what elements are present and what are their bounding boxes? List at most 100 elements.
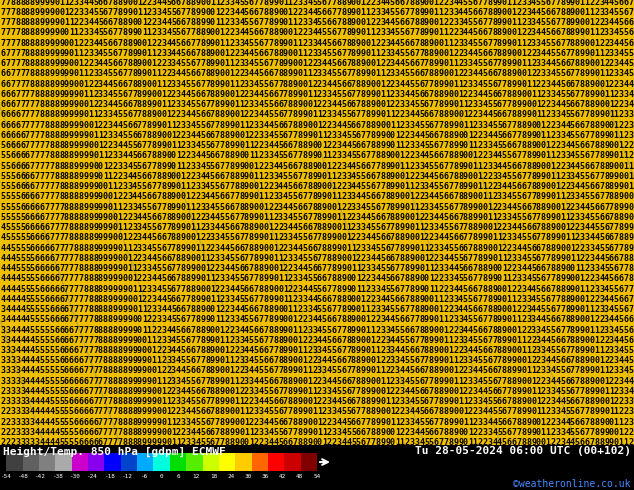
Text: 2: 2 [410, 162, 415, 171]
Text: 8: 8 [293, 417, 297, 427]
Text: 6: 6 [30, 182, 35, 191]
Text: 8: 8 [205, 49, 210, 58]
Text: 3: 3 [609, 39, 614, 48]
Text: 9: 9 [512, 70, 517, 78]
Text: 0: 0 [512, 346, 517, 355]
Text: 0: 0 [370, 70, 375, 78]
Text: 4: 4 [20, 325, 25, 335]
Text: 3: 3 [332, 408, 337, 416]
Text: 7: 7 [39, 151, 44, 160]
Text: 5: 5 [268, 408, 273, 416]
Text: 7: 7 [263, 39, 268, 48]
Text: 3: 3 [195, 172, 200, 181]
Text: 1: 1 [190, 213, 195, 222]
Text: 1: 1 [487, 213, 492, 222]
Text: 8: 8 [531, 162, 536, 171]
Text: 7: 7 [429, 80, 434, 89]
Text: 3: 3 [239, 49, 244, 58]
Text: 2: 2 [604, 39, 609, 48]
Text: 7: 7 [74, 254, 79, 263]
Text: 3: 3 [482, 121, 488, 130]
Text: 3: 3 [30, 438, 35, 447]
Text: 7: 7 [171, 254, 176, 263]
Text: 7: 7 [477, 0, 482, 7]
Text: 5: 5 [195, 110, 200, 120]
Text: 8: 8 [327, 244, 332, 252]
Text: 4: 4 [482, 100, 488, 109]
Text: 6: 6 [176, 0, 181, 7]
Text: 6: 6 [560, 49, 566, 58]
Text: 5: 5 [570, 131, 575, 140]
Text: 6: 6 [88, 397, 93, 406]
Text: 6: 6 [278, 110, 283, 120]
Text: 5: 5 [546, 305, 550, 314]
Text: 3: 3 [619, 367, 624, 375]
Text: 4: 4 [297, 244, 302, 252]
Text: 8: 8 [565, 305, 570, 314]
Text: 0: 0 [468, 162, 473, 171]
Text: 8: 8 [122, 417, 127, 427]
Text: 0: 0 [468, 172, 473, 181]
Text: 6: 6 [434, 141, 439, 150]
Text: 8: 8 [555, 264, 560, 273]
Text: 5: 5 [307, 254, 312, 263]
Text: 7: 7 [579, 100, 585, 109]
Text: 2: 2 [1, 387, 6, 396]
Text: 9: 9 [195, 274, 200, 283]
Text: 8: 8 [20, 28, 25, 37]
Text: 1: 1 [366, 28, 371, 37]
Text: 6: 6 [302, 223, 307, 232]
Text: 4: 4 [346, 151, 351, 160]
Text: 0: 0 [521, 90, 526, 99]
Text: 0: 0 [531, 397, 536, 406]
Text: 7: 7 [541, 254, 546, 263]
Text: 7: 7 [512, 121, 517, 130]
Text: 6: 6 [579, 121, 585, 130]
Text: 3: 3 [458, 325, 463, 335]
Text: 5: 5 [390, 0, 395, 7]
Text: 6: 6 [25, 193, 30, 201]
Text: 4: 4 [560, 110, 566, 120]
Text: 8: 8 [609, 193, 614, 201]
Text: 3: 3 [366, 244, 371, 252]
Text: 2: 2 [273, 223, 278, 232]
Text: 6: 6 [546, 0, 550, 7]
Text: 2: 2 [599, 336, 604, 345]
Text: 1: 1 [346, 233, 351, 243]
Text: 8: 8 [200, 325, 205, 335]
Text: 2: 2 [122, 213, 127, 222]
Text: 3: 3 [176, 80, 181, 89]
Text: 5: 5 [20, 254, 25, 263]
Text: 7: 7 [579, 110, 585, 120]
Text: 1: 1 [302, 367, 307, 375]
Text: 8: 8 [263, 305, 268, 314]
Text: 3: 3 [463, 336, 468, 345]
Text: 4: 4 [254, 70, 259, 78]
Text: 4: 4 [20, 305, 25, 314]
Text: 6: 6 [239, 254, 244, 263]
Text: 9: 9 [64, 100, 69, 109]
Text: 8: 8 [113, 325, 117, 335]
Text: 8: 8 [127, 39, 132, 48]
Text: 3: 3 [1, 325, 6, 335]
Text: 7: 7 [570, 346, 575, 355]
Text: 4: 4 [219, 244, 224, 252]
Text: 5: 5 [54, 377, 59, 386]
Text: 3: 3 [161, 49, 166, 58]
Text: 0: 0 [157, 100, 162, 109]
Text: 5: 5 [322, 18, 327, 27]
Text: 4: 4 [103, 80, 108, 89]
Text: 0: 0 [356, 18, 361, 27]
Text: 9: 9 [205, 336, 210, 345]
Text: 5: 5 [390, 8, 395, 17]
Text: 0: 0 [579, 18, 585, 27]
Text: 6: 6 [273, 90, 278, 99]
Text: 7: 7 [59, 244, 64, 252]
Text: 4: 4 [623, 59, 628, 68]
Text: 9: 9 [288, 70, 293, 78]
Text: 7: 7 [521, 162, 526, 171]
Text: 9: 9 [570, 8, 575, 17]
Text: 3: 3 [453, 8, 458, 17]
Text: 1: 1 [249, 428, 254, 437]
Text: 7: 7 [560, 315, 566, 324]
